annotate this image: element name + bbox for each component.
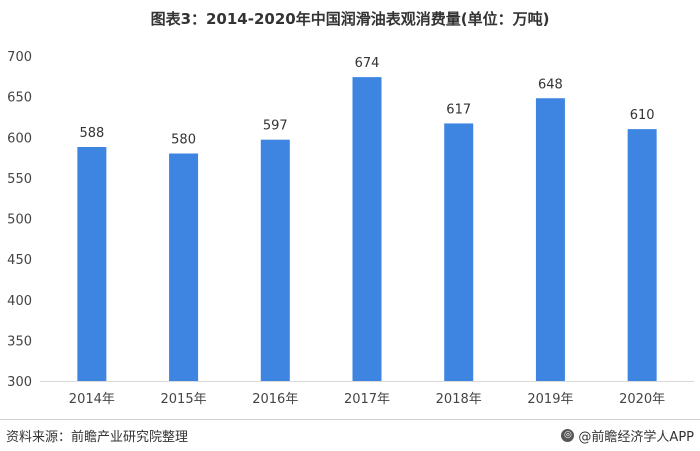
data-label: 674: [355, 56, 380, 71]
x-tick-label: 2017年: [344, 392, 390, 407]
footer: 资料来源：前瞻产业研究院整理 ◎ @前瞻经济学人APP: [0, 419, 700, 451]
x-tick-label: 2019年: [527, 392, 573, 407]
data-label: 617: [446, 102, 471, 117]
y-tick-label: 700: [7, 50, 32, 65]
data-label: 648: [538, 77, 563, 92]
bar: [352, 77, 382, 381]
y-tick-label: 450: [7, 253, 32, 268]
bar: [627, 129, 657, 381]
bar-chart: 588 580 597 674 617 648 610 300 350 400 450 500 550…: [7, 50, 694, 407]
y-tick-label: 600: [7, 131, 32, 146]
source-note: 资料来源：前瞻产业研究院整理: [6, 430, 189, 445]
x-tick-label: 2020年: [619, 392, 665, 407]
bar: [77, 147, 107, 381]
y-tick-label: 500: [7, 213, 32, 228]
data-label: 597: [263, 119, 288, 134]
x-tick-label: 2014年: [69, 392, 115, 407]
y-tick-label: 400: [7, 294, 32, 309]
chart-title: 图表3：2014-2020年中国润滑油表观消费量(单位：万吨): [150, 10, 550, 28]
weibo-icon: ◎: [561, 429, 575, 442]
credit: ◎ @前瞻经济学人APP: [561, 426, 694, 445]
bar: [260, 139, 290, 381]
x-tick-label: 2015年: [161, 392, 207, 407]
x-tick-label: 2018年: [436, 392, 482, 407]
bar: [444, 123, 474, 381]
y-tick-label: 550: [7, 172, 32, 187]
bar: [169, 153, 199, 381]
data-label: 580: [171, 133, 196, 148]
credit-text: @前瞻经济学人APP: [578, 430, 694, 445]
y-tick-label: 650: [7, 91, 32, 106]
data-label: 610: [630, 108, 655, 123]
x-tick-label: 2016年: [252, 392, 298, 407]
data-label: 588: [79, 126, 104, 141]
bar: [535, 98, 565, 381]
y-tick-label: 300: [7, 375, 32, 390]
y-tick-label: 350: [7, 334, 32, 349]
